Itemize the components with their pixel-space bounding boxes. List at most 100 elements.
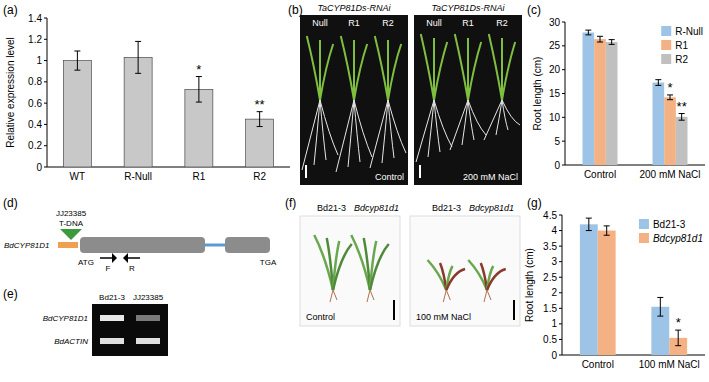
y-tick-label: 1	[551, 318, 557, 329]
photo: Bd21-3Bdcyp81d1Control	[300, 203, 400, 326]
leaf	[375, 36, 388, 100]
y-axis-label: Root length (cm)	[524, 248, 535, 322]
error-bar	[586, 218, 592, 230]
error-cap	[257, 126, 263, 127]
legend-label: R2	[675, 54, 688, 65]
gel-background	[92, 304, 168, 356]
root	[434, 100, 440, 152]
error-cap	[655, 79, 661, 80]
significance: *	[196, 62, 201, 77]
leaf	[481, 263, 487, 290]
error-cap	[609, 44, 615, 45]
error-line	[138, 41, 139, 73]
stop-codon: TGA	[260, 258, 277, 267]
y-tick-label: 0	[551, 350, 557, 361]
y-tick-label: 0.8	[28, 76, 42, 87]
y-tick-label: 15	[549, 88, 561, 99]
legend-swatch	[661, 40, 671, 50]
y-tick-label: 0.4	[28, 119, 42, 130]
x-tick-label: R1	[192, 171, 205, 182]
lane-label: R2	[496, 18, 508, 28]
leaf	[446, 269, 465, 290]
error-cap	[196, 102, 202, 103]
y-axis-label: Root length (cm)	[532, 57, 543, 131]
bar-chart: 00.511.522.533.544.5Root length (cm)*Con…	[524, 210, 705, 371]
y-tick-label: 0.6	[28, 98, 42, 109]
annotations: *	[676, 315, 681, 330]
y-tick-label: 20	[549, 64, 561, 75]
leaf	[428, 260, 447, 290]
utr	[58, 242, 78, 248]
leaf	[468, 260, 487, 290]
x-tick-label: Control	[584, 169, 616, 180]
legend-swatch	[661, 26, 671, 36]
error-bar	[135, 41, 141, 73]
leaf	[487, 269, 506, 290]
y-tick-label: 5	[554, 136, 560, 147]
bar	[63, 61, 91, 167]
gene-label: BdCYP81D1	[43, 314, 88, 323]
marks	[583, 30, 688, 165]
legend-label: Bd21-3	[653, 219, 686, 230]
bar	[124, 57, 152, 167]
gel: Bd21-3JJ23385BdCYP81D1BdACTIN	[43, 293, 168, 356]
error-bar	[604, 226, 610, 235]
legend: Bd21-3Bdcyp81d1	[639, 219, 703, 244]
y-tick-label: 0	[36, 162, 42, 173]
root	[502, 100, 520, 125]
error-line	[681, 114, 682, 121]
y-axis	[47, 18, 48, 167]
significance: **	[255, 97, 265, 112]
significance: *	[667, 80, 672, 95]
bar	[664, 97, 676, 165]
insertion-type: T-DNA	[59, 219, 84, 228]
error-cap	[135, 41, 141, 42]
error-cap	[135, 73, 141, 74]
bar-chart: 051015202530Root length (cm)***Control20…	[532, 17, 705, 181]
line-label: Bdcyp81d1	[469, 203, 514, 213]
primer-arrow	[128, 257, 140, 259]
y-tick-label: 4	[551, 225, 557, 236]
panel-label: (g)	[527, 196, 542, 210]
y-tick-label: 0.5	[543, 334, 557, 345]
y-tick-label: 3	[551, 256, 557, 267]
lane-label: R2	[382, 18, 394, 28]
condition-label: Control	[306, 312, 335, 322]
x-tick-label: Control	[582, 359, 614, 370]
panel-label: (a)	[3, 3, 18, 17]
panel-label: (b)	[288, 3, 303, 17]
y-axis	[565, 22, 566, 165]
error-cap	[679, 120, 685, 121]
leaf	[327, 238, 333, 290]
root	[382, 100, 388, 163]
error-cap	[604, 235, 610, 236]
photo-background	[300, 15, 408, 185]
error-bar	[609, 40, 615, 45]
error-cap	[585, 30, 591, 31]
error-cap	[586, 230, 592, 231]
x-tick-label: R2	[253, 171, 266, 182]
error-bar	[257, 112, 263, 127]
leaf	[364, 238, 370, 290]
band	[136, 315, 160, 321]
bar-chart: 00.20.40.60.811.21.4Relative expression …	[5, 13, 290, 183]
error-bar	[597, 36, 603, 42]
root	[496, 100, 502, 135]
insertion-label: JJ23385	[56, 209, 87, 218]
error-bar	[657, 297, 663, 316]
y-tick-label: 3.5	[543, 241, 557, 252]
primer-label: F	[106, 264, 111, 273]
error-bar	[655, 80, 661, 86]
leaf	[351, 235, 370, 290]
root	[462, 100, 468, 145]
bar	[594, 39, 606, 165]
x-tick-label: 200 mM NaCl	[639, 169, 700, 180]
root	[388, 100, 394, 158]
leaf	[370, 244, 389, 290]
root	[370, 100, 388, 168]
leaf	[440, 263, 446, 290]
leaf	[307, 36, 320, 100]
error-cap	[74, 50, 80, 51]
root	[450, 100, 468, 150]
band	[136, 338, 160, 344]
